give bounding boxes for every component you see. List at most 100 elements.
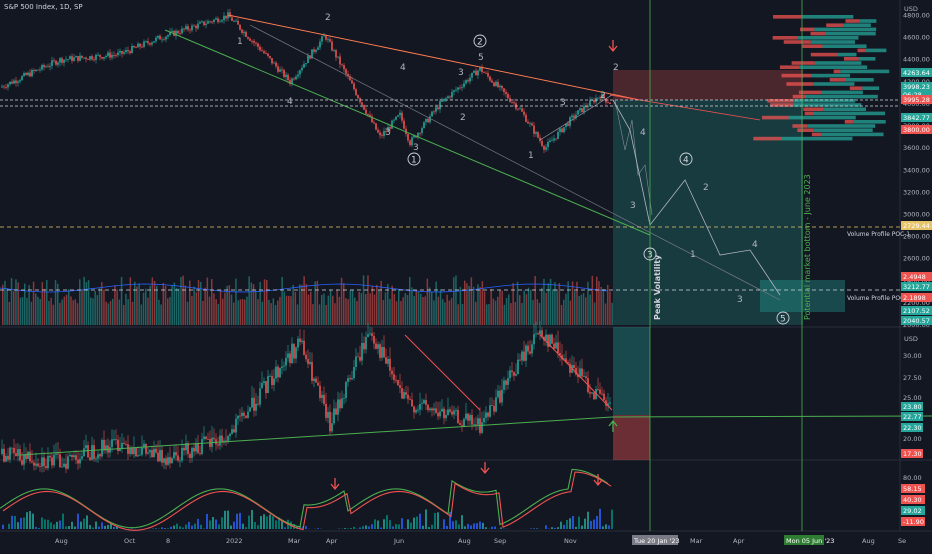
volume-bar bbox=[2, 285, 4, 325]
vix-body bbox=[95, 458, 97, 459]
osc-hist bbox=[389, 520, 391, 529]
volume-bar bbox=[565, 294, 567, 325]
candle-body bbox=[543, 146, 545, 150]
vix-body bbox=[375, 344, 377, 349]
profile-bar-up bbox=[800, 65, 867, 69]
candle-body bbox=[111, 55, 113, 58]
candle-body bbox=[409, 140, 411, 145]
vix-green-zone bbox=[613, 327, 650, 415]
candle-body bbox=[579, 108, 581, 110]
volume-bar bbox=[233, 303, 235, 325]
vix-body bbox=[437, 413, 439, 416]
volume-bar bbox=[402, 297, 404, 325]
vix-body bbox=[227, 436, 229, 441]
vix-body bbox=[303, 341, 305, 355]
candle-body bbox=[553, 138, 555, 140]
vix-body bbox=[551, 335, 553, 344]
volume-bar bbox=[198, 280, 200, 325]
candle-body bbox=[527, 122, 529, 124]
candle-body bbox=[483, 72, 485, 73]
volume-bar bbox=[605, 303, 607, 325]
candle-body bbox=[403, 121, 405, 129]
candle-body bbox=[457, 88, 459, 90]
vix-label: 23.80 bbox=[903, 403, 922, 411]
volume-bar bbox=[39, 299, 41, 325]
volume-bar bbox=[9, 302, 11, 325]
osc-hist bbox=[395, 524, 397, 529]
vix-body bbox=[59, 454, 61, 467]
volume-bar bbox=[141, 305, 143, 325]
volume-bar bbox=[156, 286, 158, 325]
profile-bar-up bbox=[837, 53, 856, 57]
volume-bar bbox=[372, 287, 374, 325]
candle-body bbox=[281, 69, 283, 70]
volume-bar bbox=[383, 300, 385, 325]
candle-body bbox=[105, 56, 107, 57]
candle-body bbox=[493, 82, 495, 86]
osc-hist bbox=[479, 522, 481, 529]
osc-hist bbox=[317, 528, 319, 529]
vix-body bbox=[261, 383, 263, 388]
volume-bar bbox=[343, 283, 345, 325]
volume-bar bbox=[288, 296, 290, 325]
volume-bar bbox=[455, 275, 457, 325]
candle-body bbox=[407, 134, 409, 140]
volume-bar bbox=[422, 297, 424, 325]
candle-body bbox=[167, 35, 169, 37]
osc-hist bbox=[233, 522, 235, 529]
vix-body bbox=[599, 390, 601, 394]
volume-bar bbox=[81, 290, 83, 325]
candle-body bbox=[259, 47, 261, 50]
profile-bar-up bbox=[866, 49, 887, 53]
candle-body bbox=[223, 16, 225, 21]
osc-hist bbox=[428, 527, 430, 529]
osc-hist bbox=[14, 516, 16, 529]
candle-body bbox=[435, 107, 437, 111]
time-tick: Apr bbox=[326, 537, 338, 545]
candle-body bbox=[185, 26, 187, 29]
volume-bar bbox=[17, 282, 19, 325]
volume-bar bbox=[464, 281, 466, 325]
profile-bar-down bbox=[786, 82, 813, 86]
candle-body bbox=[519, 108, 521, 109]
volume-bar bbox=[581, 295, 583, 325]
vix-body bbox=[219, 436, 221, 446]
vix-body bbox=[473, 424, 475, 425]
osc-hist bbox=[68, 526, 70, 529]
vix-body bbox=[173, 452, 175, 458]
vix-body bbox=[201, 439, 203, 454]
vix-body bbox=[425, 400, 427, 405]
vix-body bbox=[393, 374, 395, 380]
volume-bar bbox=[429, 287, 431, 325]
profile-bar-down bbox=[793, 95, 806, 99]
candle-body bbox=[199, 22, 201, 23]
profile-bar-up bbox=[823, 44, 867, 48]
candle-body bbox=[495, 82, 497, 86]
osc-hist bbox=[179, 526, 181, 529]
vix-body bbox=[389, 359, 391, 371]
candle-body bbox=[147, 41, 149, 43]
vix-body bbox=[65, 464, 67, 469]
vix-body bbox=[247, 412, 249, 418]
vix-body bbox=[47, 456, 49, 468]
price-tick: 3600.00 bbox=[903, 144, 930, 152]
profile-bar-down bbox=[834, 70, 840, 74]
candle-body bbox=[3, 87, 5, 88]
candle-body bbox=[225, 16, 227, 19]
volume-bar bbox=[341, 278, 343, 325]
candle-body bbox=[139, 44, 141, 47]
vix-body bbox=[37, 464, 39, 467]
candle-body bbox=[337, 56, 339, 57]
vix-resistance-1 bbox=[405, 335, 480, 410]
profile-bar-down bbox=[845, 19, 859, 23]
vix-body bbox=[307, 359, 309, 364]
candle-body bbox=[339, 56, 341, 64]
volume-bar bbox=[37, 297, 39, 325]
volume-bar bbox=[149, 286, 151, 325]
osc-label: 58.15 bbox=[903, 485, 922, 493]
candle-body bbox=[39, 70, 41, 71]
candle-body bbox=[23, 73, 25, 76]
osc-hist bbox=[8, 524, 10, 529]
volume-bar bbox=[279, 297, 281, 325]
vix-body bbox=[245, 416, 247, 418]
